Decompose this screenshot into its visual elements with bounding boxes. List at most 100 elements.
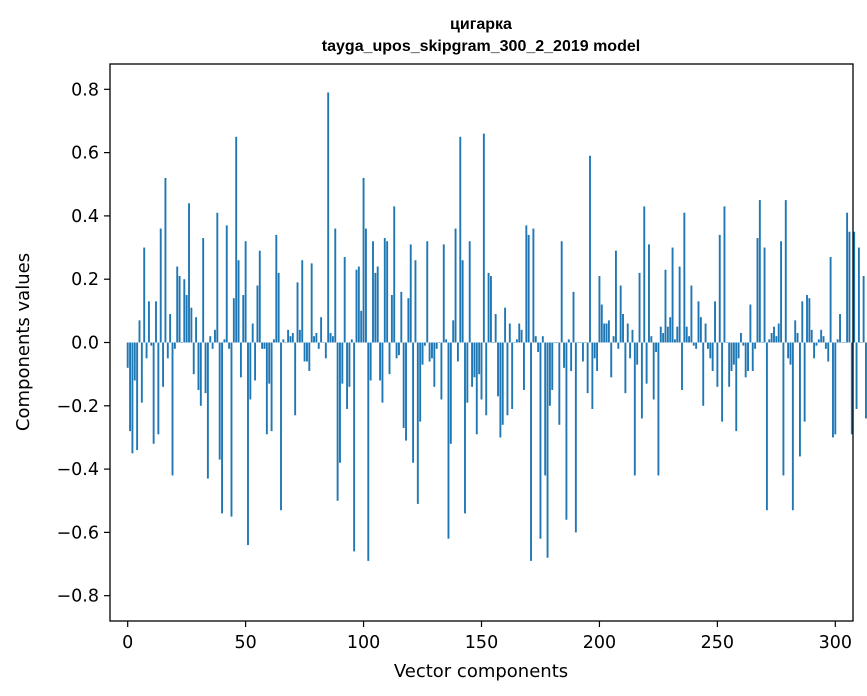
bar-component-269 (761, 342, 764, 343)
bar-component-27 (190, 307, 193, 343)
bar-component-10 (150, 342, 153, 346)
bar-component-175 (539, 342, 542, 539)
bar-component-159 (501, 342, 504, 425)
bar-component-244 (702, 342, 705, 406)
bar-component-183 (558, 342, 561, 425)
bar-component-50 (244, 241, 247, 343)
bar-component-21 (176, 266, 179, 343)
bar-component-67 (284, 342, 287, 343)
bar-component-284 (796, 333, 799, 343)
bar-component-231 (671, 247, 674, 343)
bar-component-15 (162, 342, 165, 387)
bar-component-115 (398, 342, 400, 356)
bar-component-179 (548, 342, 551, 406)
y-tick-label: 0.8 (71, 80, 99, 100)
bar-component-37 (214, 329, 216, 343)
bar-component-60 (268, 342, 271, 384)
bar-component-123 (416, 342, 419, 504)
bar-component-47 (237, 260, 240, 343)
bar-component-43 (228, 342, 231, 349)
bar-component-87 (331, 336, 334, 343)
bar-component-41 (223, 339, 226, 343)
bar-component-210 (622, 314, 624, 343)
x-tick-label: 300 (819, 633, 852, 653)
bar-component-271 (765, 342, 768, 511)
bar-component-289 (808, 298, 811, 343)
bar-component-241 (695, 342, 698, 349)
bar-component-116 (400, 291, 403, 343)
bar-component-293 (817, 339, 820, 343)
y-tick-label: −0.8 (57, 587, 100, 607)
bar-component-110 (386, 241, 389, 343)
bar-component-83 (322, 342, 325, 343)
bar-component-72 (296, 282, 299, 343)
bar-component-309 (855, 342, 858, 409)
bar-component-258 (735, 342, 738, 432)
bar-component-70 (291, 333, 294, 343)
bar-component-30 (197, 342, 200, 390)
bar-component-215 (633, 342, 636, 476)
bar-component-186 (565, 342, 568, 520)
bar-component-274 (773, 326, 775, 343)
y-tick-label: 0.0 (71, 334, 99, 354)
bar-component-59 (265, 342, 268, 435)
bar-component-178 (546, 342, 549, 558)
bar-component-213 (629, 342, 632, 359)
bar-component-98 (357, 266, 360, 343)
bar-component-173 (534, 336, 537, 343)
bar-component-192 (579, 342, 582, 343)
bar-component-61 (270, 342, 273, 432)
bar-component-13 (157, 342, 160, 435)
x-tick-label: 0 (122, 633, 133, 653)
bar-component-53 (251, 323, 254, 343)
bar-component-171 (530, 342, 532, 561)
bar-component-200 (598, 276, 601, 343)
bar-component-89 (336, 342, 339, 501)
bar-component-251 (718, 234, 721, 343)
bar-component-148 (475, 342, 478, 435)
bar-component-264 (749, 304, 752, 343)
bar-component-114 (395, 342, 398, 359)
bar-component-136 (447, 342, 450, 539)
bar-component-297 (827, 342, 830, 362)
bar-component-280 (787, 342, 790, 359)
bar-component-96 (353, 342, 356, 552)
bar-component-65 (280, 342, 282, 511)
bar-component-191 (577, 342, 580, 343)
bar-component-74 (301, 260, 304, 343)
bar-component-120 (409, 244, 412, 343)
bar-component-252 (721, 342, 724, 422)
bar-component-24 (183, 279, 186, 343)
bar-component-295 (822, 336, 825, 343)
bar-component-95 (350, 339, 353, 343)
bar-component-227 (662, 333, 665, 343)
y-tick-label: 0.2 (71, 270, 99, 290)
bar-component-212 (626, 323, 629, 343)
bar-component-288 (806, 295, 808, 343)
bar-component-298 (829, 257, 832, 343)
bar-component-307 (850, 342, 853, 435)
bar-component-48 (239, 342, 242, 378)
bar-component-16 (164, 177, 167, 343)
bar-component-54 (254, 342, 257, 381)
bar-component-226 (659, 326, 662, 343)
bar-component-33 (204, 342, 207, 394)
bar-component-44 (230, 342, 233, 517)
bar-component-211 (624, 342, 627, 394)
bar-component-306 (848, 231, 851, 343)
bar-component-12 (155, 301, 157, 343)
y-tick-label: −0.4 (57, 460, 100, 480)
bar-component-133 (440, 342, 443, 400)
bar-component-233 (676, 326, 679, 343)
bar-component-142 (461, 260, 464, 343)
bar-component-86 (329, 333, 332, 343)
bar-component-208 (617, 342, 620, 349)
bar-component-51 (247, 342, 249, 546)
bar-component-162 (508, 323, 511, 343)
bar-component-220 (645, 342, 648, 384)
bar-component-122 (414, 260, 417, 343)
bar-component-172 (532, 228, 535, 343)
bar-component-154 (489, 276, 492, 343)
bar-component-90 (339, 342, 341, 463)
